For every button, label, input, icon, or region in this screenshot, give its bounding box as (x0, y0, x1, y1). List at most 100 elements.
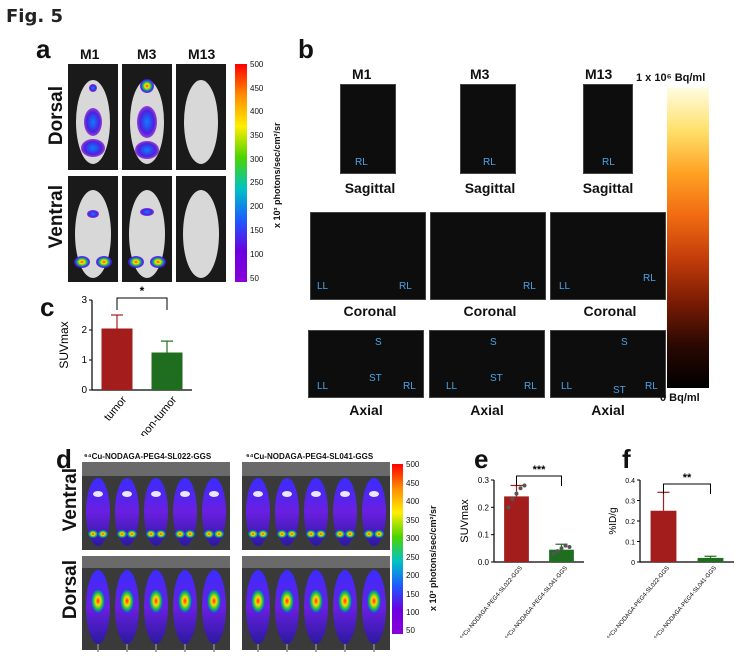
data-point (551, 551, 556, 556)
panel-a-colorbar-ticks: 500 450 400 350 300 250 200 150 100 50 (250, 60, 276, 286)
tile-label: LL (559, 281, 571, 292)
hotspot (204, 530, 214, 538)
hotspot (146, 530, 156, 538)
highlight (180, 491, 190, 497)
hotspot (98, 530, 108, 538)
data-point (567, 544, 572, 549)
panel-a-colorbar (235, 64, 247, 282)
hotspot (149, 589, 163, 613)
tile-label: LL (317, 381, 329, 392)
tick-label: 150 (250, 226, 264, 235)
bioluminescence-grid (68, 64, 226, 282)
axial-m1: S ST LL RL (308, 330, 424, 398)
hotspot (214, 530, 224, 538)
axial-m3: S ST LL RL (429, 330, 545, 398)
sagittal-m1: RL (340, 84, 396, 174)
hotspot (175, 530, 185, 538)
hotspot (367, 589, 381, 613)
panel-a-row-dorsal: Dorsal (46, 86, 67, 146)
tile-label: RL (403, 381, 416, 392)
hotspot (185, 530, 195, 538)
panel-letter-f: f (622, 444, 631, 474)
highlight (311, 491, 321, 497)
significance-bracket (116, 297, 168, 310)
coronal-m1: LL RL (310, 212, 426, 300)
figure-title: Fig. 5 (6, 6, 63, 27)
panel-a-col-m1: M1 (80, 46, 100, 62)
panel-d-colorbar (392, 464, 403, 634)
data-point (559, 546, 564, 551)
hotspot (338, 589, 352, 613)
highlight (253, 491, 263, 497)
tick-label: 50 (250, 274, 259, 283)
panel-a-row-ventral: Ventral (46, 185, 67, 249)
mouse-signal (275, 478, 299, 546)
tick-label: 400 (250, 107, 264, 116)
hotspot (374, 530, 384, 538)
y-axis-label: SUVmax (459, 499, 471, 543)
data-point (555, 549, 560, 554)
hotspot (280, 589, 294, 613)
panel-letter-d: d (56, 444, 72, 474)
mouse-signal (304, 478, 328, 546)
mouse-signal (362, 478, 386, 546)
significance-bracket (663, 483, 711, 494)
mouse-signal (333, 478, 357, 546)
hotspot (258, 530, 268, 538)
category-label: tumor (102, 394, 129, 424)
significance-label: *** (533, 464, 547, 476)
panel-d-images (82, 462, 390, 654)
highlight (93, 491, 103, 497)
significance-label: * (140, 286, 145, 298)
pet-colorbar (667, 88, 709, 388)
tile-label: RL (645, 381, 658, 392)
mouse-signal (246, 478, 270, 546)
view-label-coronal-3: Coronal (583, 303, 637, 319)
y-tick-label: 0.1 (478, 531, 490, 540)
panel-letter-e: e (474, 444, 489, 474)
significance-label: ** (683, 472, 692, 484)
tick-label: 300 (406, 534, 420, 543)
ivis-grid (82, 462, 390, 654)
hotspot (364, 530, 374, 538)
panel-letter-a: a (36, 34, 51, 64)
tile-label: S (490, 337, 497, 348)
view-label-sagittal-2: Sagittal (464, 180, 516, 196)
y-tick-label: 0.3 (625, 499, 635, 506)
view-label-coronal-2: Coronal (463, 303, 517, 319)
data-point (510, 497, 515, 502)
y-axis-label: SUVmax (57, 321, 71, 368)
y-tick-label: 2 (81, 325, 87, 336)
view-label-axial-1: Axial (349, 402, 383, 418)
significance-bracket (516, 475, 562, 486)
highlight (122, 491, 132, 497)
tile-label: LL (446, 381, 458, 392)
panel-letter-b: b (298, 34, 314, 64)
hotspot (335, 530, 345, 538)
tile-label: RL (602, 157, 615, 168)
hotspot (91, 589, 105, 613)
panel-d-colorbar-label: x 10³ photons/sec/cm²/sr (428, 505, 438, 611)
chart-c: 0 1 2 3 SUVmax tumor non-tumor * (57, 286, 192, 436)
y-tick-label: 0.0 (478, 558, 490, 567)
panel-b-col-m1: M1 (352, 66, 372, 82)
hotspot (316, 530, 326, 538)
panel-a-col-m13: M13 (188, 46, 216, 62)
hotspot (248, 530, 258, 538)
view-label-sagittal-3: Sagittal (582, 180, 634, 196)
bar (151, 352, 183, 390)
y-tick-label: 0.3 (478, 476, 490, 485)
tile-label: S (375, 337, 382, 348)
panel-b-col-m3: M3 (470, 66, 490, 82)
tile-label: LL (317, 281, 329, 292)
y-axis-label: %ID/g (608, 507, 619, 534)
mouse-signal (144, 478, 168, 546)
bar (101, 328, 133, 390)
tile-label: RL (399, 281, 412, 292)
y-tick-label: 0 (81, 385, 87, 396)
tick-label: 350 (250, 131, 264, 140)
panel-d-title-2: ⁶⁴Cu-NODAGA-PEG4-SL041-GGS (246, 452, 374, 461)
panel-d-row-dorsal: Dorsal (60, 560, 81, 620)
hotspot (251, 589, 265, 613)
hotspot (127, 530, 137, 538)
